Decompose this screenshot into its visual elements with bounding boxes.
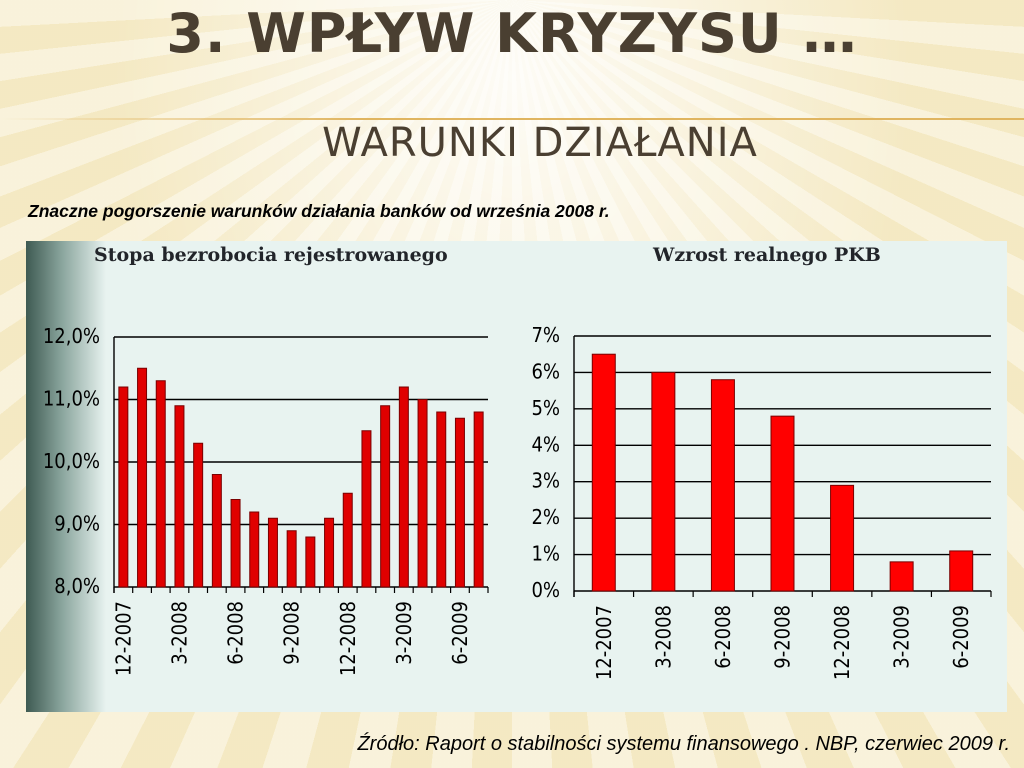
- source-note: Źródło: Raport o stabilności systemu fin…: [357, 733, 1010, 755]
- unemployment-x-label: 3-2009: [392, 601, 416, 665]
- unemployment-bar: [417, 399, 428, 588]
- unemployment-y-tick: 11,0%: [43, 387, 100, 411]
- unemployment-bar: [267, 517, 278, 588]
- slide-title: 3. WPŁYW KRYZYSU …: [166, 2, 858, 65]
- gdp-bar: [710, 379, 735, 592]
- gdp-x-label: 3-2008: [651, 605, 675, 669]
- gdp-bar: [651, 371, 676, 592]
- unemployment-bar: [436, 411, 447, 588]
- unemployment-bar: [380, 405, 391, 588]
- unemployment-x-label: 9-2008: [280, 601, 304, 665]
- unemployment-y-tick: 10,0%: [43, 449, 100, 473]
- gdp-x-label: 6-2009: [949, 605, 973, 669]
- gdp-y-tick: 5%: [531, 396, 560, 420]
- gdp-bar: [770, 415, 795, 592]
- unemployment-x-label: 12-2008: [336, 601, 360, 676]
- unemployment-bar: [211, 474, 222, 588]
- unemployment-bar: [361, 430, 372, 588]
- unemployment-y-tick: 9,0%: [54, 512, 100, 536]
- unemployment-x-label: 12-2007: [111, 601, 135, 676]
- gdp-x-label: 9-2008: [771, 605, 795, 669]
- unemployment-x-label: 6-2008: [224, 601, 248, 665]
- unemployment-y-tick: 8,0%: [54, 574, 100, 598]
- unemployment-bar: [249, 511, 260, 588]
- gdp-y-tick: 1%: [531, 542, 560, 566]
- unemployment-x-label: 3-2008: [167, 601, 191, 665]
- unemployment-bar: [230, 499, 241, 588]
- gdp-y-tick: 6%: [531, 359, 560, 383]
- panel-shade: [26, 241, 106, 712]
- unemployment-bar: [324, 517, 335, 588]
- charts-panel: Stopa bezrobocia rejestrowanego 8,0% 9,0% 1…: [26, 241, 1007, 712]
- unemployment-bar: [342, 492, 353, 588]
- title-divider: [0, 118, 1024, 120]
- gdp-bar: [889, 561, 914, 592]
- gdp-chart-title: Wzrost realnego PKB: [652, 244, 881, 266]
- unemployment-bar: [174, 405, 185, 588]
- gdp-x-label: 12-2007: [592, 605, 616, 680]
- gdp-x-label: 3-2009: [890, 605, 914, 669]
- unemployment-bar: [305, 536, 316, 588]
- gdp-y-tick: 7%: [531, 323, 560, 347]
- gdp-x-label: 12-2008: [830, 605, 854, 680]
- unemployment-bar: [193, 442, 204, 588]
- unemployment-y-tick: 12,0%: [43, 324, 100, 348]
- charts-svg: Stopa bezrobocia rejestrowanego 8,0% 9,0% 1…: [43, 244, 992, 680]
- unemployment-bar: [155, 380, 166, 588]
- gdp-y-tick: 3%: [531, 469, 560, 493]
- unemployment-chart-title: Stopa bezrobocia rejestrowanego: [94, 244, 448, 266]
- slide-subtitle: WARUNKI DZIAŁANIA: [322, 120, 758, 166]
- gdp-y-tick: 0%: [531, 578, 560, 602]
- unemployment-bar: [473, 411, 484, 588]
- gdp-bar: [949, 550, 974, 592]
- unemployment-x-label: 6-2009: [448, 601, 472, 665]
- gdp-bar: [830, 484, 855, 592]
- unemployment-bar: [398, 386, 409, 588]
- unemployment-bar: [454, 417, 465, 588]
- lead-text: Znaczne pogorszenie warunków działania b…: [28, 201, 610, 221]
- unemployment-bar: [118, 386, 129, 588]
- gdp-y-tick: 2%: [531, 505, 560, 529]
- gdp-x-label: 6-2008: [711, 605, 735, 669]
- unemployment-bar: [137, 367, 148, 588]
- gdp-bar: [591, 353, 616, 592]
- unemployment-bar: [286, 530, 297, 588]
- gdp-y-tick: 4%: [531, 432, 560, 456]
